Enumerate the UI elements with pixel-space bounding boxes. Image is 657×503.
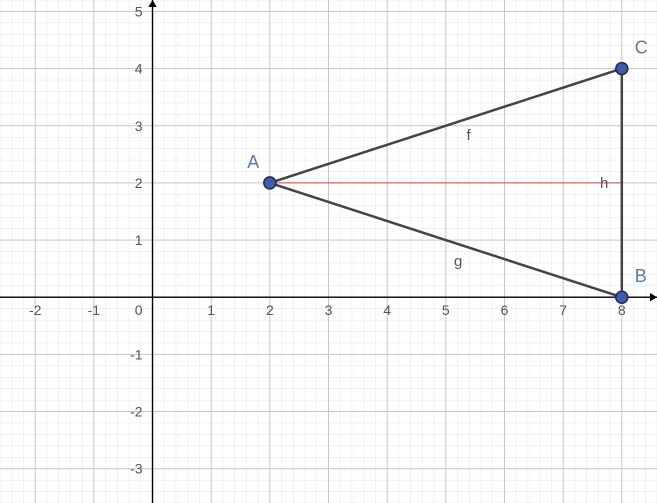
origin-label: 0 — [135, 302, 143, 318]
point-B — [616, 291, 628, 303]
segment-label-h: h — [600, 175, 608, 192]
y-axis-arrow-icon — [148, 0, 156, 7]
segment-label-g: g — [454, 253, 462, 270]
x-tick-label: -1 — [88, 302, 101, 318]
point-label-C: C — [635, 38, 648, 58]
y-tick-label: 2 — [135, 175, 143, 191]
y-tick-label: 1 — [135, 232, 143, 248]
x-tick-label: -2 — [29, 302, 42, 318]
y-tick-label: -3 — [130, 461, 143, 477]
x-axis-arrow-icon — [650, 293, 657, 301]
y-tick-label: 3 — [135, 118, 143, 134]
point-A — [264, 177, 276, 189]
y-tick-label: 4 — [135, 61, 143, 77]
x-tick-label: 6 — [501, 302, 509, 318]
x-tick-label: 4 — [383, 302, 391, 318]
x-tick-label: 2 — [266, 302, 274, 318]
x-tick-label: 8 — [618, 302, 626, 318]
point-label-A: A — [247, 152, 259, 172]
x-tick-label: 3 — [325, 302, 333, 318]
x-tick-label: 5 — [442, 302, 450, 318]
x-tick-label: 1 — [207, 302, 215, 318]
segment-label-f: f — [467, 127, 472, 144]
coordinate-plane: -2 -1 1 2 3 4 5 6 7 8 -3 -2 -1 1 2 3 4 5 0 f g h A B C — [0, 0, 657, 503]
x-tick-label: 7 — [559, 302, 567, 318]
y-tick-label: -2 — [130, 404, 143, 420]
y-tick-label: -1 — [130, 346, 143, 362]
point-C — [616, 63, 628, 75]
point-label-B: B — [635, 266, 647, 286]
y-tick-label: 5 — [135, 3, 143, 19]
